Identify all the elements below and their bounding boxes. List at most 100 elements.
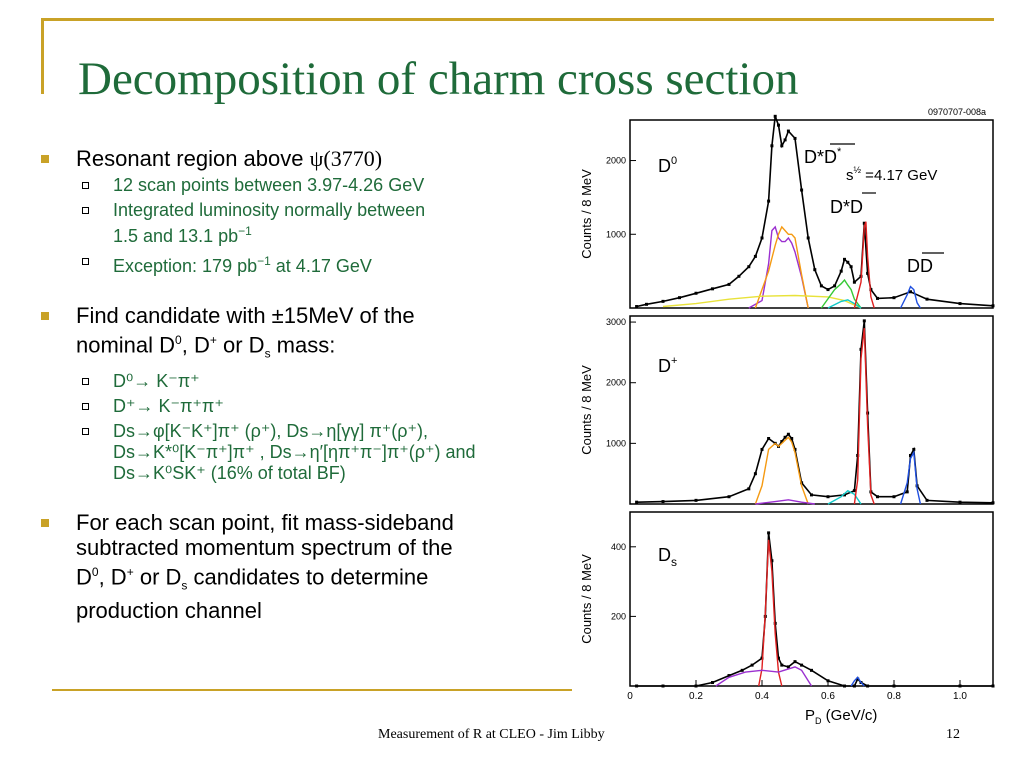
bullet-text: mass:: [270, 332, 336, 358]
decorative-horizontal-line: [41, 18, 994, 21]
label-energy: s½ =4.17 GeV: [846, 165, 937, 184]
data-point: [786, 129, 790, 133]
series-line: [758, 539, 783, 687]
data-point: [912, 447, 916, 451]
data-point: [661, 500, 665, 504]
data-point: [800, 188, 804, 192]
data-point: [760, 236, 764, 240]
superscript: +: [126, 564, 134, 579]
data-point: [635, 305, 639, 309]
bullet-marker: [41, 312, 49, 320]
data-point: [892, 684, 896, 688]
data-point: [777, 123, 780, 127]
subbullet-ds-decays: Ds→φ[K⁻K⁺]π⁺ (ρ⁺), Ds→η[γγ] π⁺(ρ⁺), Ds→K…: [38, 421, 558, 484]
bullet-text: candidates to determine: [187, 564, 429, 590]
bullet-find-candidate: Find candidate with ±15MeV of the nomina…: [38, 303, 558, 367]
label-dstar-dstar: D*D*: [804, 146, 842, 167]
series-line: [827, 489, 862, 505]
data-point: [780, 144, 784, 148]
subbullet-exception: Exception: 179 pb−1 at 4.17 GeV: [38, 251, 558, 277]
data-point: [740, 668, 744, 672]
data-point: [866, 271, 870, 275]
data-point: [767, 531, 771, 535]
data-point: [793, 136, 797, 140]
data-point: [810, 493, 813, 497]
data-point: [790, 437, 794, 441]
subbullet-text: D⁺→ K⁻π⁺π⁺: [113, 395, 224, 416]
data-point: [826, 288, 830, 292]
data-point: [876, 495, 879, 499]
data-point: [727, 282, 731, 286]
superscript: −1: [257, 254, 271, 268]
superscript: 0: [91, 564, 99, 579]
footer-text: Measurement of R at CLEO - Jim Libby: [378, 727, 605, 742]
y-axis-label: Counts / 8 MeV: [579, 365, 594, 455]
data-point: [753, 472, 757, 476]
subbullet-text: 1.5 and 13.1 pb: [113, 226, 239, 246]
data-point: [786, 665, 790, 669]
data-point: [826, 495, 830, 499]
data-point: [839, 269, 843, 273]
data-point: [777, 656, 780, 660]
bullet-text: production channel: [76, 598, 262, 624]
panel-frame: [629, 119, 994, 309]
data-point: [843, 684, 846, 688]
data-point: [852, 489, 856, 493]
data-point: [635, 500, 639, 504]
data-point: [783, 138, 787, 142]
series-line: [853, 328, 875, 505]
x-tick-label: 0.8: [887, 691, 901, 702]
series-line: [850, 676, 865, 687]
data-point: [846, 260, 850, 264]
decorative-vertical-line: [41, 18, 44, 94]
data-point: [806, 236, 810, 240]
bullet-each-scan-point: For each scan point, fit mass-sideband s…: [38, 510, 558, 624]
subbullet-marker: [82, 207, 89, 214]
y-tick-label: 3000: [606, 317, 626, 327]
subbullet-text: D⁰→ K⁻π⁺: [113, 370, 200, 391]
data-point: [770, 559, 774, 563]
superscript: +: [209, 333, 217, 347]
page-number: 12: [946, 727, 960, 742]
data-point: [991, 501, 995, 505]
subscript: s: [264, 346, 271, 361]
slide-title: Decomposition of charm cross section: [78, 53, 799, 105]
data-point: [958, 500, 962, 504]
y-tick-label: 400: [611, 542, 626, 552]
bullet-text: , D: [98, 564, 127, 590]
subbullet-text: Integrated luminosity normally between: [113, 200, 426, 220]
data-point: [767, 199, 771, 203]
data-point: [909, 290, 912, 294]
data-point: [747, 487, 751, 491]
data-point: [925, 297, 929, 301]
subbullet-marker: [82, 427, 89, 435]
data-point: [819, 284, 823, 288]
series-line: [662, 294, 862, 309]
panel-ds: Counts / 8 MeV 200 400 0 0.2 0.4 0.6 0.8 1.0 D…: [579, 511, 995, 726]
data-point: [678, 296, 681, 300]
bullet-text: subtracted momentum spectrum of the: [76, 534, 453, 560]
subbullet-text: Ds→K⁰SK⁺ (16% of total BF): [113, 462, 346, 483]
data-point: [852, 684, 856, 688]
data-point: [856, 677, 860, 681]
data-point: [694, 291, 698, 295]
data-point: [786, 432, 790, 436]
panel-label-d0: D0: [658, 155, 677, 176]
data-point: [711, 681, 714, 685]
bullet-marker: [41, 518, 49, 527]
psi-symbol: ψ(3770): [309, 146, 383, 171]
data-point: [892, 296, 896, 300]
series-line: [754, 436, 809, 505]
data-point: [783, 435, 787, 439]
y-tick-label: 1000: [606, 438, 626, 448]
series-line: [755, 499, 815, 505]
series-line: [899, 285, 921, 309]
data-point: [661, 684, 665, 688]
subbullet-marker: [82, 402, 89, 410]
subbullet-marker: [82, 182, 89, 189]
y-axis-label: Counts / 8 MeV: [579, 169, 594, 259]
series-line: [748, 225, 809, 309]
y-tick-label: 1000: [606, 229, 626, 239]
series-line: [827, 299, 862, 309]
label-dd: DD: [907, 256, 933, 276]
